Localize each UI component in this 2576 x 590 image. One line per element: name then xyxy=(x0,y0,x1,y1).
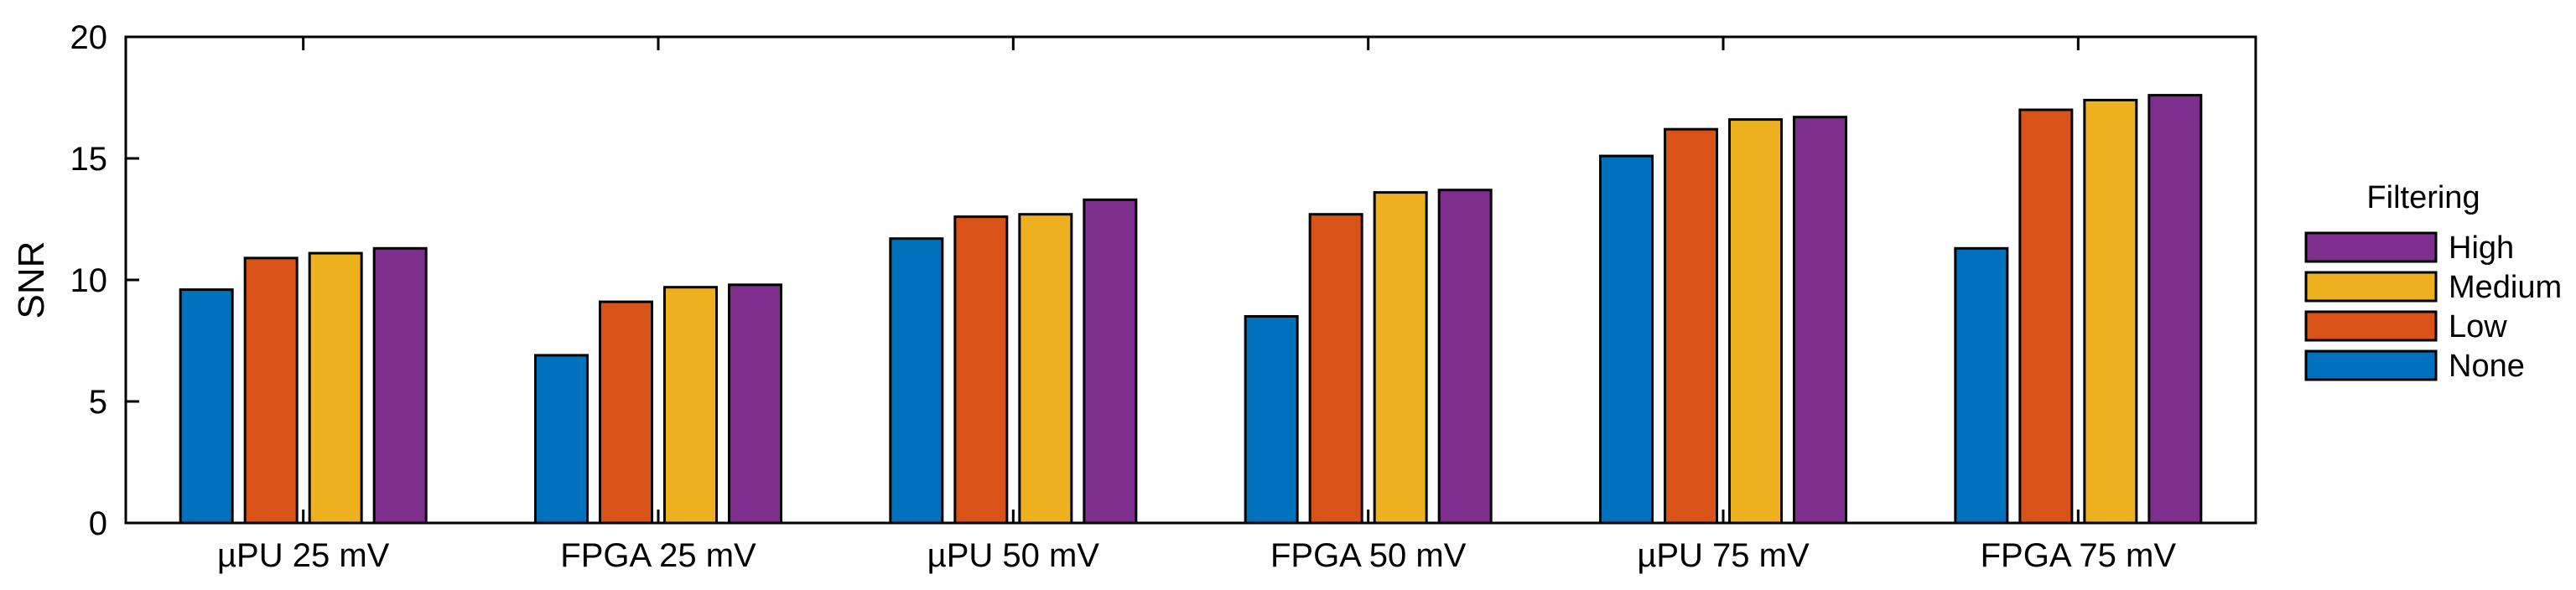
y-tick-label: 0 xyxy=(89,505,107,542)
y-tick-label: 20 xyxy=(70,19,108,56)
legend: Filtering High Medium Low None xyxy=(2304,180,2562,389)
bar-none-4 xyxy=(1599,154,1654,525)
bar-low-4 xyxy=(1664,127,1718,525)
x-tick-label: FPGA 25 mV xyxy=(560,537,756,574)
bar-none-3 xyxy=(1244,315,1299,525)
bar-medium-4 xyxy=(1728,118,1783,525)
bar-high-5 xyxy=(2148,94,2203,525)
bar-none-0 xyxy=(179,288,234,525)
bar-high-1 xyxy=(728,283,782,525)
bar-medium-5 xyxy=(2083,98,2138,525)
bar-none-1 xyxy=(534,354,589,525)
bar-low-2 xyxy=(953,215,1009,525)
plot-frame xyxy=(124,35,2257,525)
bars-group xyxy=(179,94,2203,525)
y-tick-label: 15 xyxy=(70,141,108,178)
bar-none-2 xyxy=(889,237,944,525)
bar-low-1 xyxy=(599,300,653,525)
y-tick-label: 5 xyxy=(89,384,107,421)
bar-low-0 xyxy=(243,256,299,525)
legend-label-medium: Medium xyxy=(2449,270,2562,305)
x-tick-label: µPU 25 mV xyxy=(217,537,390,574)
x-tick-label: µPU 50 mV xyxy=(927,537,1100,574)
bar-medium-1 xyxy=(663,286,718,525)
legend-label-none: None xyxy=(2449,349,2525,384)
bar-none-5 xyxy=(1954,246,2009,525)
y-tick-labels: 0 5 10 15 20 xyxy=(70,19,108,542)
legend-label-high: High xyxy=(2449,230,2514,266)
legend-label-low: Low xyxy=(2449,309,2507,344)
bar-high-3 xyxy=(1437,189,1493,525)
bar-medium-3 xyxy=(1373,191,1428,525)
bar-medium-2 xyxy=(1018,213,1073,525)
x-tick-label: FPGA 50 mV xyxy=(1270,537,1467,574)
bar-high-0 xyxy=(372,246,428,525)
legend-swatch-low xyxy=(2304,310,2438,342)
bar-high-2 xyxy=(1083,198,1138,525)
x-tick-label: FPGA 75 mV xyxy=(1981,537,2177,574)
bar-medium-0 xyxy=(308,251,363,525)
bar-high-4 xyxy=(1793,116,1847,525)
x-tick-labels: µPU 25 mV FPGA 25 mV µPU 50 mV FPGA 50 mV µP… xyxy=(217,537,2176,574)
y-tick-label: 10 xyxy=(70,262,108,299)
legend-title: Filtering xyxy=(2366,180,2480,215)
bar-low-5 xyxy=(2018,108,2074,525)
legend-entries: High Medium Low None xyxy=(2304,230,2562,384)
legend-swatch-none xyxy=(2304,349,2438,381)
legend-swatch-high xyxy=(2304,231,2438,263)
x-tick-label: µPU 75 mV xyxy=(1637,537,1810,574)
legend-swatch-medium xyxy=(2304,271,2438,303)
y-axis-label: SNR xyxy=(11,241,52,319)
bar-low-3 xyxy=(1308,213,1363,525)
